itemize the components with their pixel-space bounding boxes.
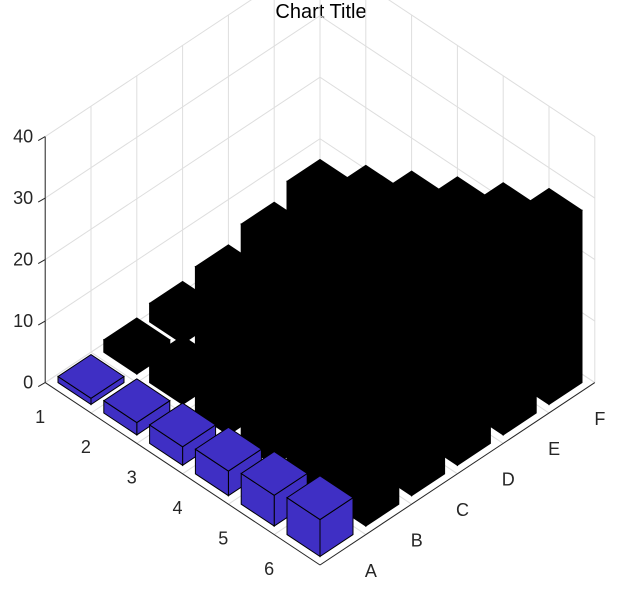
z-tick-mark xyxy=(37,320,46,326)
bar-top xyxy=(102,378,171,424)
tick-labels: 0 10 20 30 40 1 2 3 4 5 6 A B C D E F xyxy=(13,127,605,581)
z-tick-label: 10 xyxy=(13,311,33,331)
grid-line xyxy=(44,0,596,138)
bar-top xyxy=(286,475,354,521)
column-tick-label: F xyxy=(594,409,605,429)
column-tick-label: B xyxy=(411,530,423,550)
bar-face xyxy=(411,362,446,497)
row-tick-label: 2 xyxy=(81,437,91,457)
bar-2-A xyxy=(102,378,171,436)
column-tick-label: C xyxy=(456,500,469,520)
z-tick-mark xyxy=(37,259,46,265)
bar-top xyxy=(194,426,263,472)
bar-top xyxy=(194,353,263,399)
bar-face xyxy=(502,252,537,436)
row-tick-label: 6 xyxy=(264,559,274,579)
axes xyxy=(37,136,596,566)
grid-line xyxy=(44,15,596,199)
bar-face xyxy=(456,294,491,467)
bar-face xyxy=(548,209,583,406)
column-tick-label: A xyxy=(365,561,377,581)
bar-top xyxy=(240,450,309,496)
row-tick-label: 5 xyxy=(218,528,228,548)
bar-top xyxy=(240,371,309,417)
z-tick-label: 30 xyxy=(13,188,33,208)
bar-top xyxy=(423,273,492,319)
column-tick-label: E xyxy=(548,439,560,459)
z-tick-label: 0 xyxy=(23,373,33,393)
bar-top xyxy=(102,317,171,363)
row-tick-label: 1 xyxy=(35,407,45,427)
bar-top xyxy=(469,230,538,276)
z-tick-mark xyxy=(37,197,46,203)
bars xyxy=(57,158,583,558)
z-tick-mark xyxy=(37,136,46,142)
bar-top xyxy=(148,402,217,448)
row-axis-line xyxy=(44,382,321,566)
column-axis-line xyxy=(319,382,596,566)
bar-top xyxy=(331,407,400,453)
bar-top xyxy=(148,335,217,381)
z-tick-label: 40 xyxy=(13,127,33,147)
z-tick-mark xyxy=(37,382,46,388)
row-tick-label: 4 xyxy=(172,498,182,518)
z-tick-label: 20 xyxy=(13,250,33,270)
row-tick-label: 3 xyxy=(127,468,137,488)
bar-top xyxy=(286,389,354,435)
bar-top xyxy=(57,353,125,399)
bar-top xyxy=(377,340,446,386)
chart-title: Chart Title xyxy=(275,1,366,23)
bar-top xyxy=(515,187,583,233)
column-tick-label: D xyxy=(502,470,515,490)
bar-6-A xyxy=(286,475,354,558)
bar-1-A xyxy=(57,353,125,406)
